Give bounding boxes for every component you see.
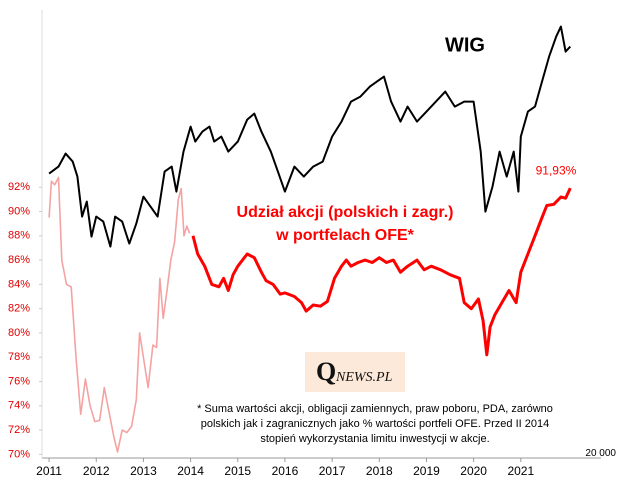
- y2-tick-label: 20 000: [585, 448, 616, 459]
- series-label: w portfelach OFE*: [275, 227, 415, 244]
- y-tick-label: 90%: [8, 205, 30, 217]
- logo-box: [305, 352, 405, 392]
- y-tick-label: 84%: [8, 278, 30, 290]
- y-tick-label: 78%: [8, 351, 30, 363]
- y-tick-label: 76%: [8, 375, 30, 387]
- end-label: 91,93%: [536, 163, 577, 177]
- y-tick-label: 80%: [8, 327, 30, 339]
- y-tick-label: 86%: [8, 254, 30, 266]
- series-line: [48, 176, 191, 453]
- y-tick-label: 92%: [8, 181, 30, 193]
- x-tick-label: 2018: [366, 464, 393, 478]
- x-tick-label: 2016: [272, 464, 299, 478]
- series-line: [48, 25, 572, 248]
- series-label: WIG: [445, 34, 485, 56]
- x-tick-label: 2020: [460, 464, 487, 478]
- x-tick-label: 2014: [177, 464, 204, 478]
- y-tick-label: 74%: [8, 400, 30, 412]
- footnote-line: polskich jak i zagranicznych jako % wart…: [201, 418, 549, 430]
- footnote-line: stopień wykorzystania limitu inwestycji …: [260, 433, 489, 445]
- x-tick-label: 2013: [130, 464, 157, 478]
- y-tick-label: 70%: [8, 448, 30, 460]
- series-label: Udział akcji (polskich i zagr.): [237, 204, 454, 221]
- x-tick-label: 2019: [413, 464, 440, 478]
- footnote-line: * Suma wartości akcji, obligacji zamienn…: [197, 403, 553, 415]
- x-tick-label: 2021: [507, 464, 534, 478]
- series-line: [191, 187, 572, 357]
- y-tick-label: 82%: [8, 303, 30, 315]
- y-tick-label: 88%: [8, 230, 30, 242]
- x-tick-label: 2011: [36, 464, 62, 478]
- x-tick-label: 2012: [83, 464, 110, 478]
- x-tick-label: 2015: [224, 464, 251, 478]
- x-tick-label: 2017: [319, 464, 346, 478]
- logo-text: NEWS.PL: [335, 370, 393, 385]
- logo-q: Q: [316, 357, 336, 386]
- y-tick-label: 72%: [8, 424, 30, 436]
